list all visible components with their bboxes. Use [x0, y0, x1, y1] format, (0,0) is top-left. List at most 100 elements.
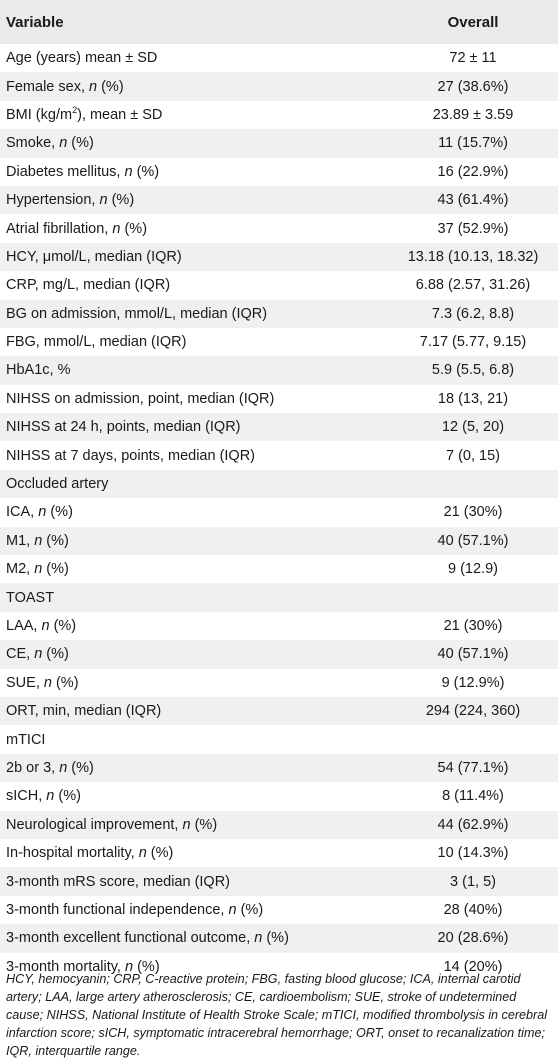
- overall-value-cell: 13.18 (10.13, 18.32): [407, 248, 539, 265]
- table-row: 2b or 3, n (%) 54 (77.1%): [0, 753, 558, 783]
- variable-label: 2b or 3,: [6, 759, 60, 776]
- overall-value-cell: 11 (15.7%): [438, 135, 508, 152]
- overall-value-cell: 43 (61.4%): [437, 192, 509, 209]
- variable-italic-n: n: [228, 901, 237, 918]
- overall-value-cell: 44 (62.9%): [437, 816, 509, 833]
- variable-cell: Neurological improvement, n (%): [0, 811, 388, 839]
- variable-cell: BMI (kg/m2), mean ± SD: [0, 101, 388, 129]
- variable-italic-n: n: [34, 532, 43, 549]
- variable-label-suffix: (%): [97, 78, 124, 95]
- variable-cell: M2, n (%): [0, 555, 388, 583]
- variable-italic-n: n: [182, 816, 191, 833]
- overall-value-cell: 9 (12.9): [448, 561, 498, 578]
- table-row: BMI (kg/m2), mean ± SD 23.89 ± 3.59: [0, 101, 558, 129]
- variable-label-suffix: (%): [107, 192, 135, 209]
- overall-value-cell: 12 (5, 20): [441, 419, 505, 436]
- variable-label: ORT, min, median (IQR): [6, 703, 162, 720]
- overall-value-cell: 40 (57.1%): [437, 646, 509, 663]
- table-row: 3-month mortality, n (%) 14 (20%): [0, 953, 558, 981]
- variable-label-suffix: (%): [51, 674, 79, 691]
- variable-label: 3-month mRS score, median (IQR): [6, 873, 231, 890]
- table-row: FBG, mmol/L, median (IQR) 7.17 (5.77, 9.1…: [0, 328, 558, 356]
- table-row: CE, n (%) 40 (57.1%): [0, 640, 558, 669]
- variable-label-suffix: (%): [146, 845, 174, 862]
- variable-italic-n: n: [43, 674, 52, 691]
- table-row: TOAST: [0, 583, 558, 612]
- variable-cell: M1, n (%): [0, 527, 388, 555]
- variable-cell: Female sex, n (%): [0, 72, 388, 100]
- overall-value-cell: 3 (1, 5): [450, 873, 496, 890]
- variable-label: BMI (kg/m: [6, 106, 73, 123]
- variable-label: Female sex,: [6, 78, 89, 95]
- variable-cell: CRP, mg/L, median (IQR): [0, 271, 388, 299]
- variable-label: SUE,: [6, 674, 44, 691]
- overall-value-cell: 5.9 (5.5, 6.8): [431, 362, 515, 379]
- table-row: 3-month functional independence, n (%) 28…: [0, 896, 558, 924]
- variable-label: NIHSS at 7 days, points, median (IQR): [6, 447, 256, 464]
- variable-superscript: 2: [72, 105, 78, 116]
- variable-cell: 3-month functional independence, n (%): [0, 896, 388, 924]
- baseline-characteristics-table: Variable Overall Age (years) mean ± SD 72…: [0, 0, 558, 981]
- table-row: Female sex, n (%) 27 (38.6%): [0, 72, 558, 101]
- variable-label-suffix: (%): [42, 646, 69, 663]
- overall-value-cell: 20 (28.6%): [437, 930, 509, 947]
- variable-label: NIHSS on admission, point, median (IQR): [6, 390, 275, 407]
- variable-cell: In-hospital mortality, n (%): [0, 839, 388, 867]
- variable-cell: Age (years) mean ± SD: [0, 44, 388, 72]
- variable-label-suffix: (%): [132, 163, 160, 180]
- table-body: Age (years) mean ± SD 72 ± 11 Female sex, …: [0, 44, 558, 981]
- variable-label-suffix: (%): [67, 759, 94, 776]
- variable-label: M2,: [6, 561, 35, 578]
- table-row: HbA1c, % 5.9 (5.5, 6.8): [0, 356, 558, 385]
- table-row: ORT, min, median (IQR) 294 (224, 360): [0, 696, 558, 726]
- overall-value-cell: 21 (30%): [443, 618, 503, 634]
- variable-italic-n: n: [125, 958, 134, 975]
- variable-label: Smoke,: [6, 135, 60, 152]
- variable-label-suffix: (%): [133, 958, 160, 975]
- overall-value-cell: 40 (57.1%): [437, 532, 509, 549]
- variable-label: Hypertension,: [6, 192, 100, 209]
- table-row: sICH, n (%) 8 (11.4%): [0, 782, 558, 810]
- variable-cell: 3-month excellent functional outcome, n …: [0, 924, 388, 952]
- variable-italic-n: n: [99, 192, 108, 209]
- table-row: Neurological improvement, n (%) 44 (62.9%…: [0, 810, 558, 839]
- variable-cell: SUE, n (%): [0, 669, 388, 697]
- overall-value-cell: 7.17 (5.77, 9.15): [419, 334, 527, 351]
- variable-italic-n: n: [41, 618, 50, 634]
- variable-italic-n: n: [254, 930, 263, 947]
- variable-label: Diabetes mellitus,: [6, 163, 125, 180]
- variable-label: LAA,: [6, 618, 42, 634]
- table-row: ICA, n (%) 21 (30%): [0, 498, 558, 526]
- variable-label: M1,: [6, 532, 35, 549]
- variable-label: Neurological improvement,: [6, 816, 183, 833]
- variable-italic-n: n: [46, 788, 55, 805]
- variable-label: sICH,: [6, 788, 47, 805]
- overall-value-cell: 18 (13, 21): [437, 390, 509, 407]
- variable-italic-n: n: [124, 163, 133, 180]
- variable-cell: Smoke, n (%): [0, 129, 388, 157]
- variable-italic-n: n: [89, 78, 98, 95]
- variable-italic-n: n: [112, 220, 121, 237]
- variable-cell: FBG, mmol/L, median (IQR): [0, 328, 388, 356]
- overall-value-cell: 37 (52.9%): [437, 220, 509, 237]
- variable-cell: TOAST: [0, 583, 388, 611]
- table-row: 3-month mRS score, median (IQR) 3 (1, 5): [0, 867, 558, 896]
- overall-value-cell: 7.3 (6.2, 8.8): [431, 305, 515, 322]
- variable-label: Occluded artery: [6, 476, 109, 493]
- table-row: SUE, n (%) 9 (12.9%): [0, 669, 558, 697]
- variable-label-suffix: (%): [49, 618, 77, 634]
- variable-label: mTICI: [6, 731, 46, 748]
- variable-label: 3-month mortality,: [6, 958, 125, 975]
- overall-value-cell: 7 (0, 15): [446, 447, 500, 464]
- table-row: NIHSS at 7 days, points, median (IQR) 7 (…: [0, 441, 558, 469]
- table-row: Diabetes mellitus, n (%) 16 (22.9%): [0, 158, 558, 186]
- variable-label: Atrial fibrillation,: [6, 220, 113, 237]
- table-header-row: Variable Overall: [0, 0, 558, 44]
- variable-cell: Atrial fibrillation, n (%): [0, 214, 388, 242]
- variable-cell: LAA, n (%): [0, 612, 388, 640]
- table-row: NIHSS on admission, point, median (IQR) 1…: [0, 385, 558, 413]
- overall-value-cell: 21 (30%): [443, 504, 503, 521]
- variable-cell: Diabetes mellitus, n (%): [0, 158, 388, 186]
- overall-value-cell: [388, 725, 558, 753]
- variable-italic-n: n: [34, 561, 43, 578]
